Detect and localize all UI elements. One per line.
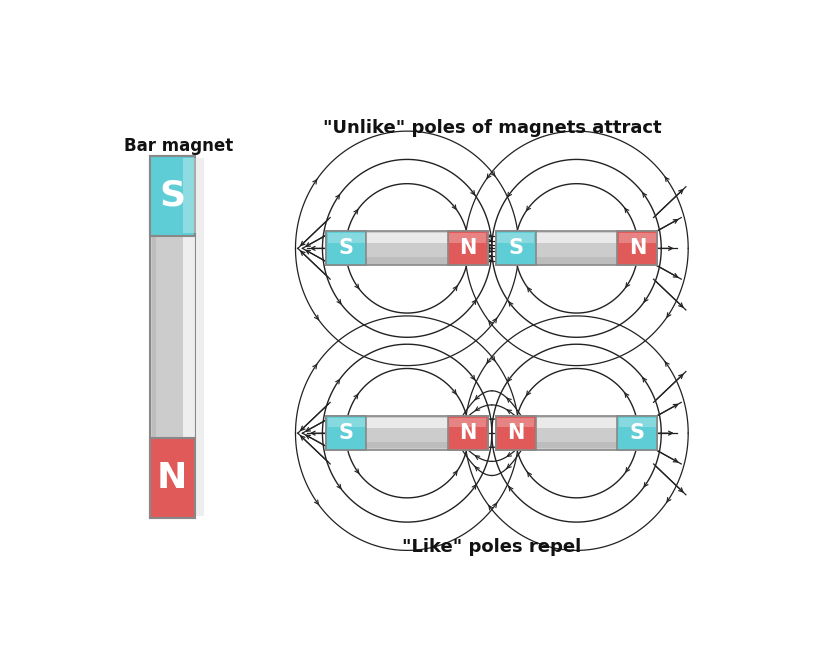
FancyBboxPatch shape [328,442,486,448]
Text: N: N [459,423,477,443]
FancyBboxPatch shape [448,232,488,265]
FancyBboxPatch shape [496,232,657,265]
FancyBboxPatch shape [184,159,197,234]
FancyBboxPatch shape [326,417,366,450]
FancyBboxPatch shape [497,442,656,448]
Text: N: N [459,238,477,259]
FancyBboxPatch shape [619,418,656,428]
Text: Bar magnet: Bar magnet [124,137,233,155]
FancyBboxPatch shape [496,417,657,450]
Text: N: N [157,461,188,495]
FancyBboxPatch shape [496,232,535,265]
FancyBboxPatch shape [328,233,486,243]
FancyBboxPatch shape [618,232,657,265]
FancyBboxPatch shape [497,418,534,428]
Text: N: N [507,423,525,443]
FancyBboxPatch shape [326,232,488,265]
FancyBboxPatch shape [326,232,366,265]
FancyBboxPatch shape [496,417,535,450]
FancyBboxPatch shape [152,159,156,516]
FancyBboxPatch shape [497,233,534,243]
FancyBboxPatch shape [449,233,486,243]
FancyBboxPatch shape [619,233,656,243]
Text: S: S [339,423,354,443]
FancyBboxPatch shape [195,159,204,516]
FancyBboxPatch shape [328,418,365,428]
FancyBboxPatch shape [150,156,194,236]
Text: "Unlike" poles of magnets attract: "Unlike" poles of magnets attract [323,119,661,137]
Text: N: N [628,238,646,259]
Text: S: S [339,238,354,259]
FancyBboxPatch shape [150,438,194,518]
FancyBboxPatch shape [618,417,657,450]
Text: "Like" poles repel: "Like" poles repel [402,538,582,557]
FancyBboxPatch shape [497,257,656,264]
FancyBboxPatch shape [448,417,488,450]
FancyBboxPatch shape [328,257,486,264]
FancyBboxPatch shape [326,417,488,450]
FancyBboxPatch shape [449,418,486,428]
FancyBboxPatch shape [184,159,194,516]
FancyBboxPatch shape [497,418,656,428]
FancyBboxPatch shape [150,156,194,518]
Text: S: S [630,423,645,443]
Text: S: S [508,238,523,259]
FancyBboxPatch shape [328,418,486,428]
Text: S: S [159,179,185,213]
FancyBboxPatch shape [497,233,656,243]
FancyBboxPatch shape [328,233,365,243]
